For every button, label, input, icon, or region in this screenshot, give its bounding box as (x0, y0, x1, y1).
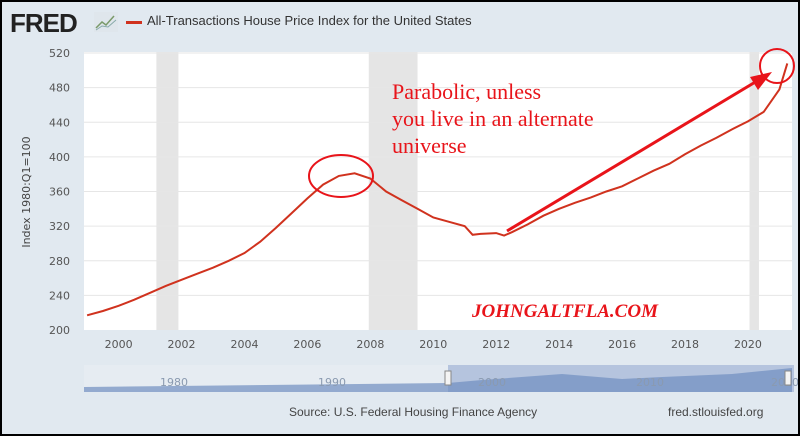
y-tick-label: 440 (49, 116, 70, 129)
y-tick-label: 280 (49, 255, 70, 268)
x-tick-label: 2004 (230, 338, 258, 351)
y-tick-label: 480 (49, 82, 70, 95)
y-tick-label: 240 (49, 289, 70, 302)
navigator-tick-label: 2010 (636, 376, 664, 389)
x-tick-label: 2014 (545, 338, 573, 351)
y-axis-label: Index 1980:Q1=100 (20, 136, 33, 247)
annotation-line-3: universe (392, 133, 467, 158)
brand-watermark: JOHNGALTFLA.COM (472, 301, 658, 322)
x-tick-label: 2000 (105, 338, 133, 351)
y-tick-label: 320 (49, 220, 70, 233)
x-tick-label: 2012 (482, 338, 510, 351)
navigator-tick-label: 2000 (478, 376, 506, 389)
x-tick-label: 2008 (356, 338, 384, 351)
annotation-line-1: Parabolic, unless (392, 79, 542, 104)
top-circle-annotation (759, 48, 795, 84)
navigator-left-handle[interactable] (444, 370, 452, 386)
arrow-head-icon (750, 72, 772, 90)
x-tick-label: 2020 (734, 338, 762, 351)
chart-logo-icon (94, 12, 118, 32)
y-tick-label: 400 (49, 151, 70, 164)
y-tick-label: 200 (49, 324, 70, 337)
arrow-annotation (506, 76, 763, 233)
y-tick-label: 360 (49, 186, 70, 199)
annotation-line-2: you live in an alternate (392, 106, 594, 131)
x-tick-label: 2002 (168, 338, 196, 351)
site-link[interactable]: fred.stlouisfed.org (668, 405, 764, 419)
peak-circle-annotation (308, 154, 374, 198)
source-note: Source: U.S. Federal Housing Finance Age… (289, 405, 538, 419)
navigator-right-handle[interactable] (784, 370, 792, 386)
x-tick-label: 2006 (293, 338, 321, 351)
y-tick-label: 520 (49, 47, 70, 60)
navigator-tick-label: 1990 (318, 376, 346, 389)
x-tick-label: 2010 (419, 338, 447, 351)
series-line (86, 63, 789, 317)
x-tick-label: 2016 (608, 338, 636, 351)
navigator-series (84, 368, 792, 392)
navigator-tick-label: 1980 (160, 376, 188, 389)
chart-title[interactable]: All-Transactions House Price Index for t… (147, 13, 472, 28)
x-tick-label: 2018 (671, 338, 699, 351)
legend-swatch (126, 21, 142, 24)
fred-logo[interactable]: FRED (10, 8, 78, 38)
